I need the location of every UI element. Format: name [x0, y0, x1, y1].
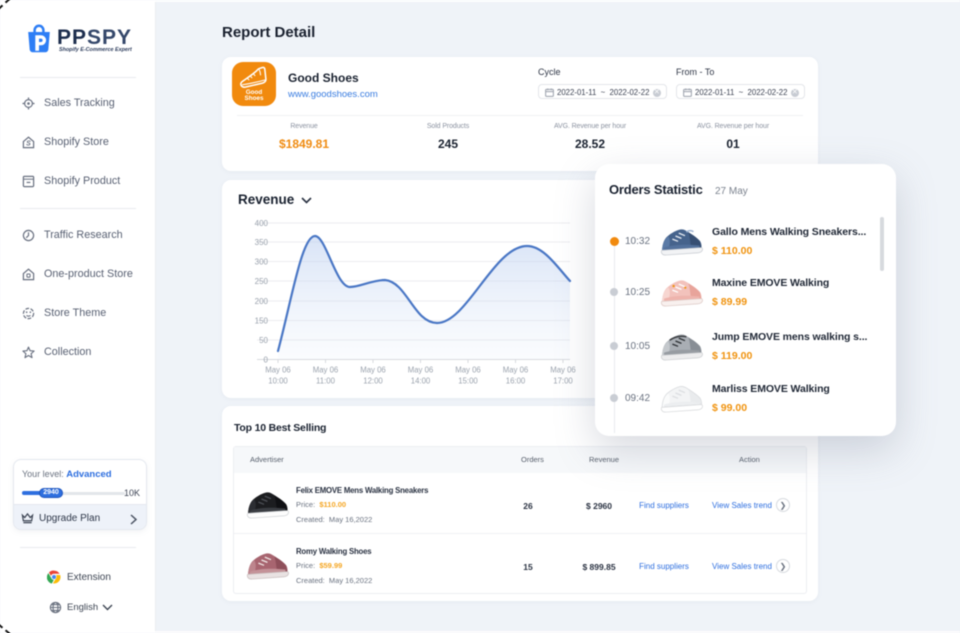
- svg-text:400: 400: [255, 219, 269, 228]
- svg-text:16:00: 16:00: [506, 377, 526, 386]
- svg-text:14:00: 14:00: [411, 377, 431, 386]
- svg-text:150: 150: [255, 317, 269, 326]
- svg-text:350: 350: [255, 238, 269, 247]
- svg-text:12:00: 12:00: [363, 377, 383, 386]
- svg-text:S: S: [26, 140, 31, 147]
- svg-text:May 06: May 06: [360, 366, 386, 375]
- svg-text:10:00: 10:00: [268, 377, 288, 386]
- svg-text:300: 300: [255, 258, 269, 267]
- svg-text:200: 200: [255, 297, 269, 306]
- svg-text:May 06: May 06: [408, 366, 434, 375]
- svg-text:17:00: 17:00: [553, 377, 573, 386]
- svg-text:May 06: May 06: [455, 366, 481, 375]
- svg-text:11:00: 11:00: [316, 377, 336, 386]
- svg-text:50: 50: [259, 336, 268, 345]
- svg-text:May 06: May 06: [503, 366, 529, 375]
- svg-text:May 06: May 06: [265, 366, 291, 375]
- svg-text:15:00: 15:00: [458, 377, 478, 386]
- svg-text:May 06: May 06: [313, 366, 339, 375]
- svg-text:250: 250: [255, 277, 269, 286]
- svg-text:0: 0: [264, 356, 269, 365]
- svg-text:May 06: May 06: [550, 366, 576, 375]
